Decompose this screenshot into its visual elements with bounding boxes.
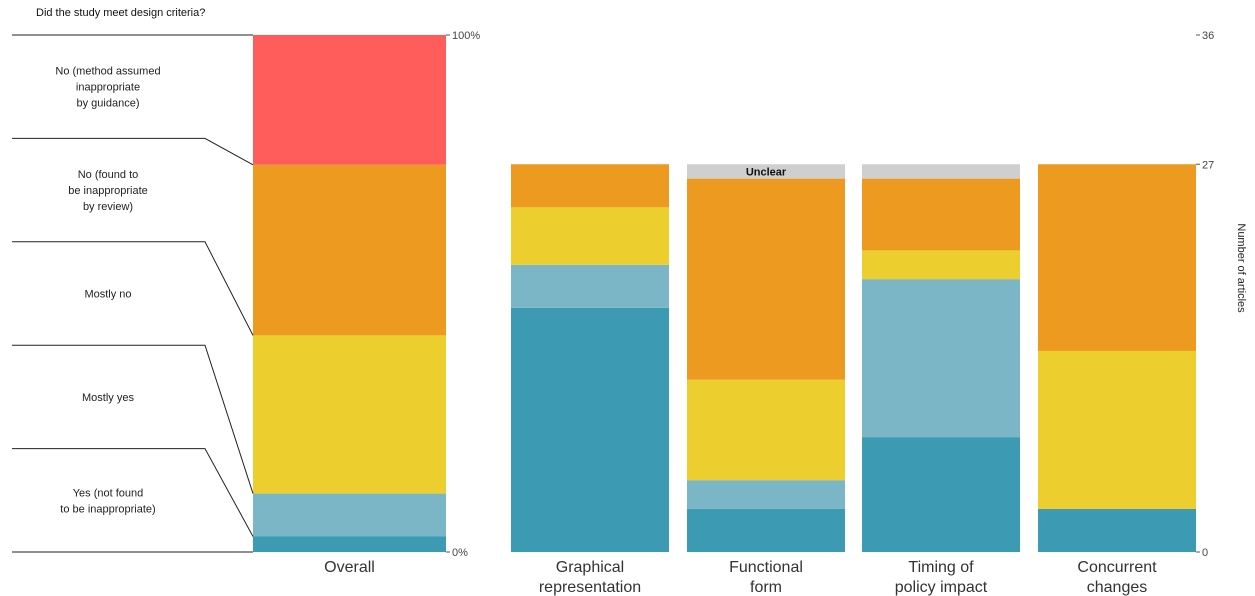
overall-bar-segment (253, 35, 446, 165)
overall-bar-segment (253, 493, 446, 537)
overall-bar-segment (253, 335, 446, 494)
criteria-bar-segment (862, 164, 1020, 179)
criteria-tick-label: 0 (1202, 547, 1208, 559)
criteria-bar-segment (1038, 164, 1196, 351)
overall-panel: No (method assumed inappropriate by guidan… (12, 30, 480, 576)
criteria-tick-label: 36 (1202, 30, 1214, 42)
criteria-bar-segment (862, 437, 1020, 552)
legend-label: No (method assumed inappropriate by guidan… (55, 66, 160, 110)
unclear-label: Unclear (746, 166, 787, 178)
overall-tick-label: 100% (452, 30, 480, 42)
legend-label: Mostly no (84, 289, 131, 301)
overall-category-label: Overall (324, 559, 375, 576)
criteria-bar-segment (687, 164, 845, 179)
criteria-bar-segment (687, 178, 845, 380)
legend-label: Mostly yes (82, 392, 134, 404)
overall-bar-segment (253, 164, 446, 336)
criteria-bar-segment (862, 178, 1020, 251)
criteria-bar-segment (862, 250, 1020, 280)
overall-tick-label: 0% (452, 547, 468, 559)
y-axis-label: Number of articles (1235, 223, 1247, 313)
criteria-category-label: Graphical representation (539, 559, 641, 596)
criteria-bar-segment (511, 207, 669, 265)
criteria-bar-segment (687, 508, 845, 552)
criteria-bar-segment (511, 264, 669, 308)
chart-question: Did the study meet design criteria? (36, 7, 205, 19)
criteria-bar-segment (1038, 350, 1196, 509)
criteria-bar-segment (687, 379, 845, 481)
legend-connector-line (12, 344, 254, 494)
legend-connector-line (12, 448, 254, 537)
criteria-category-label: Timing of policy impact (895, 559, 988, 596)
overall-bar-segment (253, 536, 446, 552)
criteria-tick-label: 27 (1202, 159, 1214, 171)
legend-connector-line (12, 241, 254, 336)
criteria-category-label: Concurrent changes (1077, 559, 1157, 596)
legend-label: No (found to be inappropriate by review) (68, 169, 148, 213)
criteria-bar-segment (687, 480, 845, 509)
criteria-category-label: Functional form (729, 559, 803, 596)
legend-label: Yes (not found to be inappropriate) (60, 487, 155, 515)
criteria-bar-segment (862, 279, 1020, 438)
criteria-panel: Graphical representation Unclear Functional… (511, 30, 1214, 596)
criteria-bar-segment (511, 164, 669, 208)
legend-connector-line (12, 137, 254, 166)
criteria-bar-segment (511, 307, 669, 552)
criteria-bar-segment (1038, 508, 1196, 552)
